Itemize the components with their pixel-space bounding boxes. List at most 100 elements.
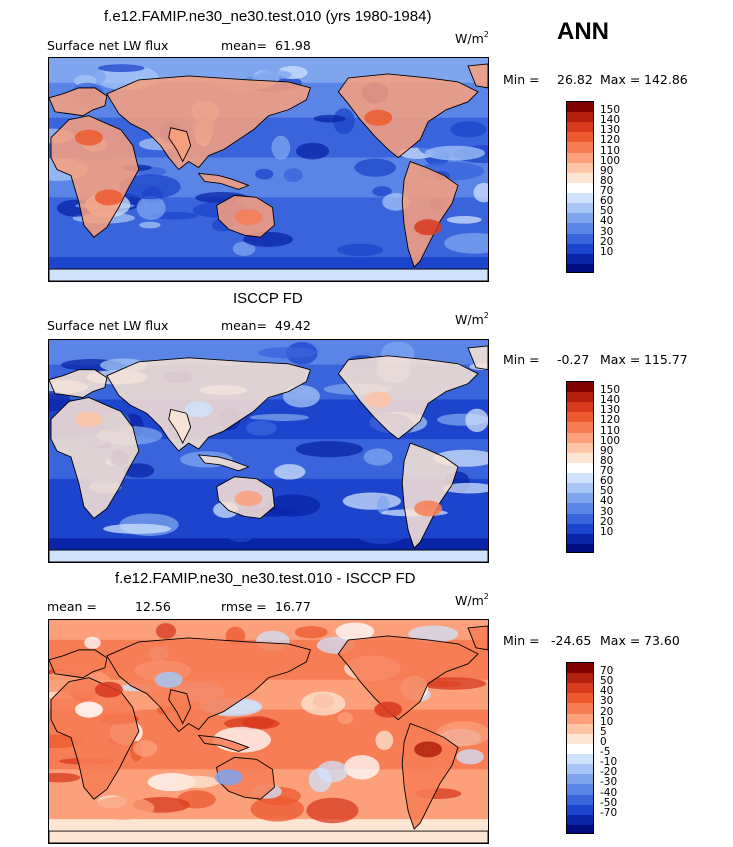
coastline <box>49 649 108 679</box>
panel-diff-units: W/m2 <box>455 592 489 608</box>
colorbar-swatch <box>567 663 593 674</box>
colorbar-tick-label: 150 <box>600 384 621 397</box>
land-anomaly <box>414 500 443 517</box>
colorbar-swatch <box>567 743 593 755</box>
colorbar-swatch <box>567 523 593 535</box>
field-blob <box>354 158 397 177</box>
land-anomaly <box>364 391 393 408</box>
panel-diff-colorbar: 70 50 40 30 20 10 5 0 -5 -10 -20 -30 -40 -50 -70 <box>566 662 617 834</box>
field-blob <box>333 108 355 134</box>
panel-model-min-label: Min = <box>503 72 540 87</box>
field-blob <box>335 622 375 641</box>
colorbar-swatch <box>567 723 593 735</box>
colorbar-tick-label: 110 <box>600 424 621 437</box>
latitude-band <box>49 257 488 270</box>
colorbar-swatch <box>567 112 593 123</box>
field-blob <box>103 523 172 534</box>
colorbar-swatch <box>567 122 593 133</box>
field-blob <box>282 385 320 408</box>
panel-obs-mean-label: mean= <box>221 318 267 333</box>
coastline <box>50 115 140 238</box>
colorbar-swatch <box>567 432 593 444</box>
land-anomaly <box>74 129 103 146</box>
panel-model-max-value: 142.86 <box>644 72 688 87</box>
coastline <box>197 734 250 752</box>
field-blob <box>424 145 486 161</box>
panel-model-map <box>48 57 489 282</box>
coastline <box>467 345 488 371</box>
field-blob <box>456 749 484 765</box>
colorbar-tick-label: -10 <box>600 756 618 769</box>
field-blob <box>119 174 181 200</box>
colorbar-tick-label: 80 <box>600 174 614 187</box>
field-blob <box>139 221 161 229</box>
panel-obs-colorbar: 150 140 130 120 110 100 90 80 70 60 50 40 30 20 10 <box>566 381 620 553</box>
colorbar-swatch <box>567 172 593 184</box>
field-blob <box>295 440 363 458</box>
colorbar-tick-label: -5 <box>600 746 611 759</box>
panel-obs-mean-value: 49.42 <box>275 318 311 333</box>
field-blob <box>442 482 488 494</box>
panel-obs-units: W/m2 <box>455 311 489 327</box>
panel-model-colorbar: 150 140 130 120 110 100 90 80 70 60 50 40 30 20 10 <box>566 101 620 273</box>
colorbar-swatch <box>567 223 593 235</box>
latitude-band <box>49 538 488 551</box>
colorbar-tick-label: 60 <box>600 195 614 208</box>
panel-model-min-value: 26.82 <box>557 72 593 87</box>
coastline <box>401 160 459 268</box>
colorbar-swatch <box>567 382 593 393</box>
coastline <box>401 442 459 549</box>
colorbar-swatch <box>567 442 593 454</box>
coastline <box>50 397 140 520</box>
field-blob <box>155 623 177 639</box>
colorbar-swatch <box>567 693 593 704</box>
field-blob <box>377 495 390 515</box>
colorbar-swatch <box>567 814 593 826</box>
colorbar-tick-label: 20 <box>600 235 614 248</box>
panel-diff-map <box>48 619 489 844</box>
colorbar-swatch <box>567 683 593 694</box>
colorbar-swatch <box>567 784 593 796</box>
season-label: ANN <box>557 18 609 45</box>
field-blob <box>301 691 346 716</box>
field-blob <box>337 712 353 725</box>
field-blob <box>241 716 274 729</box>
coastline <box>49 830 488 843</box>
land-anomaly <box>364 109 393 126</box>
colorbar-boxes <box>566 662 594 834</box>
field-blob <box>450 121 487 138</box>
coastline <box>197 172 250 190</box>
colorbar-tick-label: 40 <box>600 685 614 698</box>
colorbar-tick-label: 60 <box>600 475 614 488</box>
coastline <box>337 635 479 721</box>
colorbar-swatch <box>567 824 593 833</box>
colorbar-swatch <box>567 713 593 725</box>
colorbar-tick-label: 30 <box>600 695 614 708</box>
coastline <box>467 63 488 89</box>
coastline <box>337 355 479 440</box>
colorbar-tick-label: 70 <box>600 185 614 198</box>
land-anomaly <box>414 741 443 758</box>
coastline <box>467 625 488 651</box>
colorbar-tick-label: 50 <box>600 205 614 218</box>
colorbar-tick-label: 10 <box>600 245 614 258</box>
panel-obs-variable-label: Surface net LW flux <box>47 318 169 333</box>
coastline <box>106 75 311 171</box>
field-blob <box>258 69 292 80</box>
colorbar-tick-label: 40 <box>600 215 614 228</box>
colorbar-swatch <box>567 764 593 775</box>
colorbar-tick-label: 110 <box>600 144 621 157</box>
coastline <box>168 127 192 163</box>
field-blob <box>271 135 291 160</box>
colorbar-swatch <box>567 233 593 245</box>
panel-diff-title: f.e12.FAMIP.ne30_ne30.test.010 - ISCCP F… <box>115 570 416 587</box>
field-blob <box>229 532 253 543</box>
field-blob <box>84 636 101 649</box>
field-blob <box>92 796 155 820</box>
land-anomaly <box>154 671 183 688</box>
colorbar-tick-label: 90 <box>600 444 614 457</box>
colorbar-tick-label: 80 <box>600 454 614 467</box>
field-blob <box>363 448 393 466</box>
land-anomaly <box>184 401 213 418</box>
field-blob <box>96 782 165 790</box>
